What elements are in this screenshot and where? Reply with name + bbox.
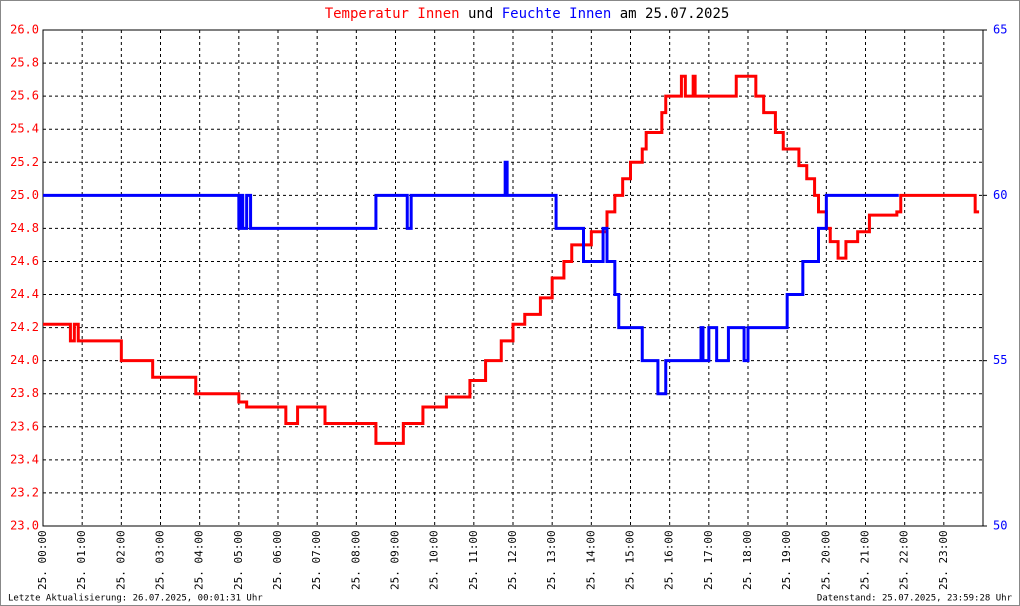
x-tick-label: 25. 11:00: [467, 530, 480, 590]
y-tick-label: 23.2: [10, 485, 39, 499]
chart-title: Temperatur Innen und Feuchte Innen am 25…: [325, 6, 730, 22]
y-tick-label: 26.0: [10, 23, 39, 37]
y2-tick-label: 60: [993, 188, 1007, 202]
y-tick-label: 24.6: [10, 254, 39, 268]
x-tick-label: 25. 14:00: [584, 530, 597, 590]
footer-left: Letzte Aktualisierung: 26.07.2025, 00:01…: [8, 594, 263, 604]
x-tick-label: 25. 00:00: [36, 530, 49, 590]
y-tick-label: 24.2: [10, 320, 39, 334]
data-line: [43, 160, 899, 396]
title-temperature: Temperatur Innen: [325, 6, 460, 22]
y-tick-label: 23.0: [10, 519, 39, 533]
title-connector: und: [468, 6, 493, 22]
y-tick-label: 25.2: [10, 155, 39, 169]
x-tick-label: 25. 13:00: [545, 530, 558, 590]
y2-tick-label: 50: [993, 519, 1007, 533]
x-tick-label: 25. 04:00: [193, 530, 206, 590]
y2-tick-label: 55: [993, 353, 1007, 367]
x-tick-label: 25. 19:00: [780, 530, 793, 590]
y-tick-label: 23.8: [10, 386, 39, 400]
x-tick-label: 25. 23:00: [937, 530, 950, 590]
x-tick-label: 25. 06:00: [271, 530, 284, 590]
x-tick-label: 25. 16:00: [663, 530, 676, 590]
x-tick-label: 25. 18:00: [741, 530, 754, 590]
y-tick-label: 25.8: [10, 56, 39, 70]
x-tick-label: 25. 09:00: [389, 530, 402, 590]
y-tick-label: 24.8: [10, 221, 39, 235]
x-tick-label: 25. 07:00: [310, 530, 323, 590]
x-tick-label: 25. 03:00: [154, 530, 167, 590]
x-tick-label: 25. 15:00: [624, 530, 637, 590]
x-tick-label: 25. 08:00: [349, 530, 362, 590]
y-tick-label: 25.4: [10, 122, 39, 136]
y-tick-label: 23.4: [10, 452, 39, 466]
title-humidity: Feuchte Innen: [502, 6, 612, 22]
x-tick-label: 25. 10:00: [428, 530, 441, 590]
y2-tick-label: 65: [993, 23, 1007, 37]
x-tick-label: 25. 17:00: [702, 530, 715, 590]
x-tick-label: 25. 12:00: [506, 530, 519, 590]
x-tick-label: 25. 02:00: [114, 530, 127, 590]
footer-right: Datenstand: 25.07.2025, 23:59:28 Uhr: [817, 594, 1013, 604]
y-tick-label: 25.0: [10, 188, 39, 202]
data-line: [43, 74, 980, 445]
plot-border: [42, 29, 984, 527]
title-suffix: am 25.07.2025: [620, 6, 730, 22]
x-tick-label: 25. 20:00: [819, 530, 832, 590]
y-tick-label: 23.6: [10, 419, 39, 433]
y-tick-label: 24.0: [10, 353, 39, 367]
x-tick-label: 25. 05:00: [232, 530, 245, 590]
y-tick-label: 25.6: [10, 89, 39, 103]
x-tick-label: 25. 21:00: [859, 530, 872, 590]
y-tick-label: 24.4: [10, 287, 39, 301]
x-tick-label: 25. 22:00: [898, 530, 911, 590]
x-tick-label: 25. 01:00: [75, 530, 88, 590]
